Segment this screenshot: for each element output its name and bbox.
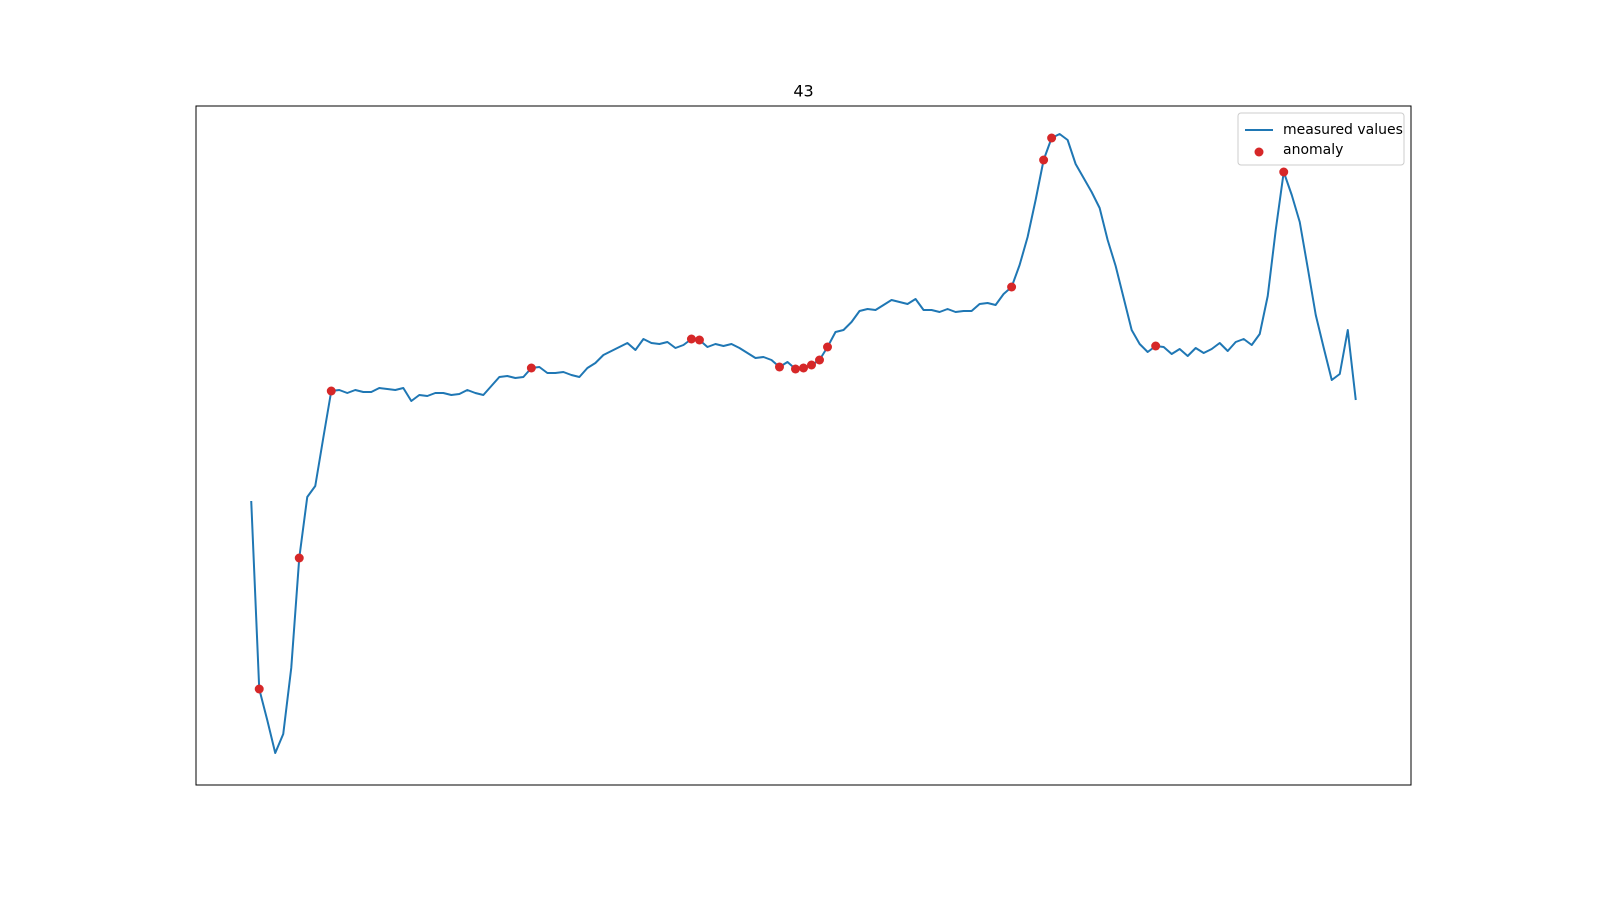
anomaly-point	[1047, 133, 1057, 143]
anomaly-point	[254, 684, 264, 694]
legend-box	[1237, 112, 1405, 166]
anomaly-point	[1151, 341, 1161, 351]
anomaly-point	[790, 364, 800, 374]
anomaly-point	[686, 334, 696, 344]
anomaly-point	[526, 363, 536, 373]
anomaly-point	[1039, 155, 1049, 165]
anomaly-point	[807, 360, 817, 370]
legend-label: anomaly	[1283, 142, 1343, 158]
anomaly-point	[823, 342, 833, 352]
legend-label: measured values	[1283, 122, 1403, 138]
chart-title: 43	[793, 82, 813, 101]
anomaly-point	[799, 363, 808, 373]
anomaly-point	[294, 553, 304, 563]
anomaly-point	[694, 335, 704, 345]
anomaly-point	[1007, 282, 1017, 292]
anomaly-point	[1279, 167, 1289, 177]
anomaly-point	[815, 355, 825, 365]
anomaly-point	[326, 386, 336, 396]
anomaly-point	[774, 362, 784, 372]
plot-frame	[195, 105, 1412, 786]
legend-marker	[1254, 147, 1264, 157]
